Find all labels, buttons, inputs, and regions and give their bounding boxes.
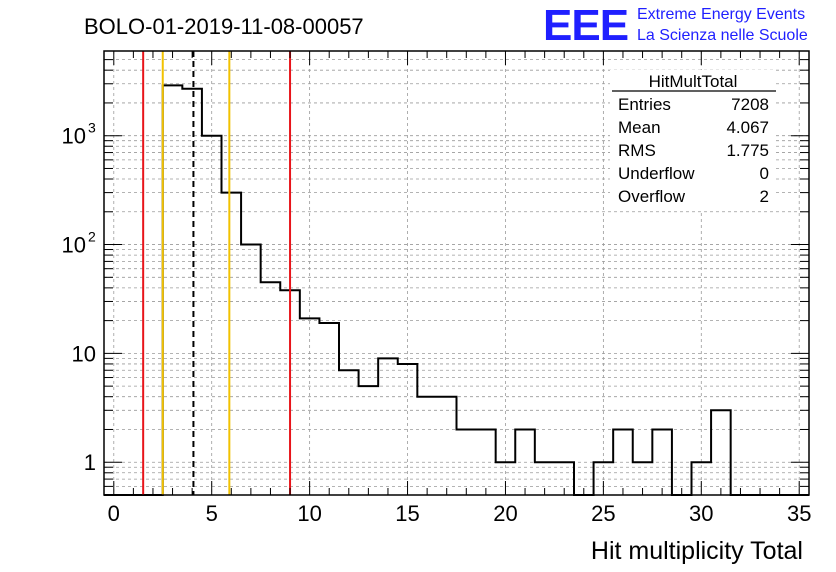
histogram-bin bbox=[476, 429, 496, 495]
histogram-bin bbox=[241, 245, 261, 495]
eee-logo: EEE Extreme Energy Events La Scienza nel… bbox=[543, 1, 808, 50]
histogram-bin bbox=[359, 386, 379, 495]
histogram-bin bbox=[182, 89, 202, 495]
histogram-bin bbox=[339, 370, 359, 495]
x-tick-label: 15 bbox=[395, 501, 419, 526]
histogram-bin bbox=[163, 85, 183, 495]
y-tick-exponent: 2 bbox=[88, 229, 96, 245]
stats-row-value: 1.775 bbox=[726, 141, 769, 160]
stats-row-label: Mean bbox=[618, 118, 661, 137]
histogram-bin bbox=[222, 193, 242, 495]
stats-title: HitMultTotal bbox=[649, 72, 738, 91]
stats-row-label: Underflow bbox=[618, 164, 695, 183]
stats-row-value: 4.067 bbox=[726, 118, 769, 137]
histogram-bin bbox=[515, 429, 535, 495]
x-tick-label: 5 bbox=[206, 501, 218, 526]
stats-row-label: Overflow bbox=[618, 187, 686, 206]
histogram-bin bbox=[437, 397, 457, 495]
histogram-bin bbox=[711, 410, 731, 495]
x-tick-label: 10 bbox=[297, 501, 321, 526]
histogram-outline bbox=[104, 84, 809, 496]
histogram-bin bbox=[319, 323, 339, 495]
histogram-bin bbox=[417, 397, 437, 495]
stats-row-label: Entries bbox=[618, 95, 671, 114]
histogram-bin bbox=[613, 429, 633, 495]
histogram-bin bbox=[378, 358, 398, 495]
histogram-bin bbox=[457, 429, 477, 495]
y-tick-label: 10 bbox=[72, 341, 96, 366]
histogram-bin bbox=[261, 282, 281, 495]
y-tick-label: 10 bbox=[62, 124, 86, 149]
stats-box-background bbox=[610, 70, 776, 210]
x-tick-label: 20 bbox=[493, 501, 517, 526]
axis-ticks bbox=[104, 50, 809, 496]
stats-row-label: RMS bbox=[618, 141, 656, 160]
x-axis-title: Hit multiplicity Total bbox=[591, 537, 803, 565]
eee-logo-line1: Extreme Energy Events bbox=[637, 6, 805, 23]
histogram-bin bbox=[202, 136, 222, 495]
x-tick-labels: 0 5 10 15 20 25 30 35 bbox=[108, 501, 812, 526]
histogram-bars bbox=[104, 84, 809, 496]
x-tick-label: 25 bbox=[591, 501, 615, 526]
y-tick-label: 1 bbox=[84, 450, 96, 475]
histogram-bin bbox=[398, 364, 418, 495]
eee-logo-line2: La Scienza nelle Scuole bbox=[637, 27, 808, 44]
reference-lines bbox=[142, 51, 292, 495]
histogram-bin bbox=[300, 318, 320, 495]
y-tick-exponent: 3 bbox=[88, 120, 96, 136]
run-title: BOLO-01-2019-11-08-00057 bbox=[84, 14, 364, 39]
histogram-bin bbox=[652, 429, 672, 495]
x-tick-label: 0 bbox=[108, 501, 120, 526]
y-tick-label: 10 bbox=[62, 233, 86, 258]
stats-rows: Entries 7208 Mean 4.067 RMS 1.775 Underflow 0 Ov… bbox=[618, 95, 769, 206]
stats-row-value: 2 bbox=[760, 187, 769, 206]
stats-box: HitMultTotal Entries 7208 Mean 4.067 RMS 1.77… bbox=[610, 70, 776, 210]
eee-logo-text: EEE bbox=[543, 1, 628, 50]
x-tick-label: 30 bbox=[689, 501, 713, 526]
stats-row-value: 7208 bbox=[731, 95, 769, 114]
stats-row-value: 0 bbox=[760, 164, 769, 183]
x-tick-label: 35 bbox=[787, 501, 811, 526]
plot-frame bbox=[103, 50, 810, 496]
